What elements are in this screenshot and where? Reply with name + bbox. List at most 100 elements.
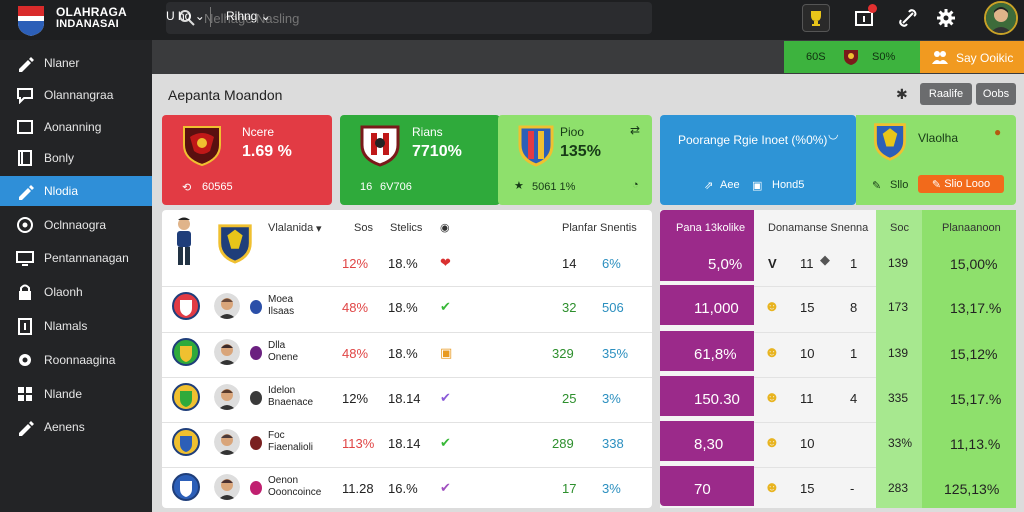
settings-icon[interactable]: ◉ — [440, 222, 450, 234]
clock-icon: ◔ — [632, 179, 639, 191]
row-divider — [162, 286, 652, 287]
rank-value: 70 — [694, 481, 711, 498]
column-header-1[interactable]: Pana 13kolike — [676, 222, 746, 234]
player-stats-table — [162, 210, 652, 508]
user-face-icon — [986, 3, 1016, 33]
team-badge-icon — [250, 300, 262, 314]
column-header-2[interactable]: Stelics — [390, 222, 423, 234]
column-header-3[interactable]: Soc — [890, 222, 909, 234]
card-footer: 5061 1% — [532, 181, 576, 193]
stat-value-4: 6% — [602, 256, 621, 271]
card-value: 7710% — [412, 143, 462, 160]
trophy-button[interactable] — [802, 4, 830, 32]
rank-value: 8,30 — [694, 436, 724, 453]
header-cell-purple — [660, 210, 754, 242]
row-divider — [162, 332, 652, 333]
stat-value-2: 11 — [800, 391, 814, 406]
users-icon — [932, 51, 948, 64]
card-footer-b: Hond5 — [772, 179, 805, 191]
search-icon — [179, 10, 195, 26]
player-name: Moea Ilsaas — [268, 294, 295, 317]
pen-icon — [19, 185, 34, 200]
club-crest-icon — [172, 473, 200, 501]
card-value: 135% — [560, 143, 601, 160]
orange-action-button[interactable]: Say Ooikic — [920, 41, 1024, 73]
search-input[interactable] — [204, 6, 634, 30]
stat-value-3: 1 — [850, 346, 858, 361]
document-icon — [18, 318, 32, 335]
sidebar-item[interactable]: Olannangraa — [0, 80, 152, 110]
sidebar-item[interactable]: Nlaner — [0, 48, 152, 78]
mark-letter: V — [768, 256, 777, 271]
stat-value-3: 329 — [552, 346, 574, 361]
view-dropdown[interactable]: U ho ⌄ — [166, 9, 205, 23]
notification-badge — [868, 4, 877, 13]
club-crest-icon — [874, 123, 906, 161]
ranking-dropdown[interactable]: Rihng ⌄ — [226, 9, 271, 23]
link-icon[interactable]: ⇄ — [630, 123, 641, 137]
sidebar-item[interactable]: Olaonh — [0, 277, 152, 307]
user-avatar[interactable] — [984, 1, 1018, 35]
link-button[interactable] — [894, 4, 922, 32]
stat-value-2: 18.14 — [388, 436, 421, 451]
stat-value-3: 289 — [552, 436, 574, 451]
club-crest-icon — [172, 338, 200, 366]
refresh-button[interactable]: Raalife — [920, 83, 972, 105]
stat-value-2: 15 — [800, 300, 815, 315]
sidebar-item[interactable]: Oclnnaogra — [0, 210, 152, 240]
club-crest-icon — [172, 428, 200, 456]
card-action-button[interactable]: ✎ Slio Looo — [918, 175, 1004, 193]
sidebar-item[interactable]: Nlodia — [0, 176, 152, 206]
star-icon[interactable]: ✱ — [896, 86, 908, 102]
stat-value-1: 113% — [342, 436, 375, 451]
stat-value-4: 173 — [888, 300, 909, 314]
sidebar-item[interactable]: Aenens — [0, 412, 152, 442]
notifications-button[interactable] — [850, 4, 878, 32]
column-header-player[interactable]: Vlalanida — [268, 222, 314, 234]
sidebar-item[interactable]: Aonanning — [0, 112, 152, 142]
sidebar-item-label: Nlande — [44, 387, 83, 401]
sidebar-item[interactable]: Bonly — [0, 143, 152, 173]
player-avatar — [214, 293, 240, 319]
card-value: 1.69 % — [242, 143, 292, 160]
team-badge-icon — [250, 346, 262, 360]
gear-icon — [19, 354, 31, 366]
stat-value-3: 25 — [562, 391, 577, 406]
options-button[interactable]: Oobs — [976, 83, 1016, 105]
sidebar-item[interactable]: Roonnaagina — [0, 345, 152, 375]
link-icon: ⟲ — [182, 182, 192, 194]
monitor-icon — [16, 251, 34, 266]
trophy-icon: ☻ — [764, 434, 780, 451]
club-crest-icon — [183, 126, 221, 167]
refresh-icon[interactable]: ◡ — [828, 127, 839, 141]
stat-card-light-green[interactable]: Pioo 135% ⇄ ★ 5061 1% ◔ — [498, 115, 652, 205]
chevron-down-icon[interactable]: ▾ — [316, 223, 322, 235]
stat-value-3: 1 — [850, 256, 858, 271]
sidebar-item[interactable]: Pentannanagan — [0, 243, 152, 273]
column-header-3[interactable]: Planfar — [562, 222, 597, 234]
chat-icon — [17, 88, 33, 104]
stat-value-2: 10 — [800, 346, 815, 361]
stat-card-red[interactable]: Ncere 1.69 % ⟲ 60565 — [162, 115, 332, 205]
stat-card-light-green-2[interactable]: Vlaolha ● ✎ Sllo ✎ Slio Looo — [856, 115, 1016, 205]
column-header-4[interactable]: Planaanoon — [942, 222, 1001, 234]
settings-button[interactable] — [932, 4, 960, 32]
stat-value-2: 18.% — [388, 346, 418, 361]
check-icon: ✔ — [440, 435, 451, 450]
search-box[interactable] — [166, 2, 652, 34]
row-divider — [754, 377, 876, 378]
stat-value-2: 18.% — [388, 256, 418, 271]
column-header-1[interactable]: Sos — [354, 222, 373, 234]
team-badge-icon — [250, 391, 262, 405]
sidebar-item[interactable]: Nlande — [0, 379, 152, 409]
trophy-icon: ☻ — [764, 479, 780, 496]
stat-value-4: 33% — [888, 436, 913, 450]
sidebar-item[interactable]: Nlamals — [0, 311, 152, 341]
column-header-4[interactable]: Snentis — [600, 222, 637, 234]
stat-card-blue[interactable]: Poorange Rgie Inoet (%0%) ◡ ⇗ Aee ▣ Hond… — [660, 115, 856, 205]
row-divider — [754, 332, 876, 333]
stat-card-green[interactable]: Rians 7710% 16 6V706 — [340, 115, 500, 205]
image-icon: ▣ — [752, 180, 763, 192]
row-divider — [754, 467, 876, 468]
column-header-2[interactable]: Donamanse Snenna — [768, 222, 869, 234]
